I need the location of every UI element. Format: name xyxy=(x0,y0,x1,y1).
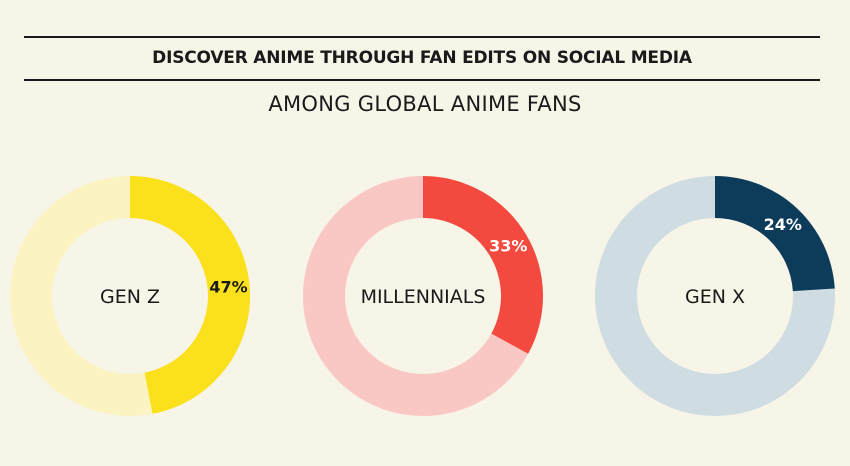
gen-x-remainder-slice xyxy=(595,176,835,417)
gen-z-percent-label: 47% xyxy=(209,278,247,297)
bottom-rule xyxy=(24,79,820,81)
gen-z-remainder-slice xyxy=(10,176,153,416)
gen-z-value-slice xyxy=(130,176,251,414)
gen-x-percent-label: 24% xyxy=(764,215,802,234)
chart-subtitle: AMONG GLOBAL ANIME FANS xyxy=(268,92,582,116)
gen-z-center-label: GEN Z xyxy=(100,286,160,308)
millennials-center-label: MILLENNIALS xyxy=(361,286,486,308)
millennials-percent-label: 33% xyxy=(489,237,527,256)
millennials-value-slice xyxy=(423,176,544,354)
gen-x-value-slice xyxy=(715,176,835,292)
chart-title: DISCOVER ANIME THROUGH FAN EDITS ON SOCI… xyxy=(152,48,692,68)
gen-x-center-label: GEN X xyxy=(685,286,745,308)
millennials-remainder-slice xyxy=(303,176,529,417)
top-rule xyxy=(24,36,820,38)
